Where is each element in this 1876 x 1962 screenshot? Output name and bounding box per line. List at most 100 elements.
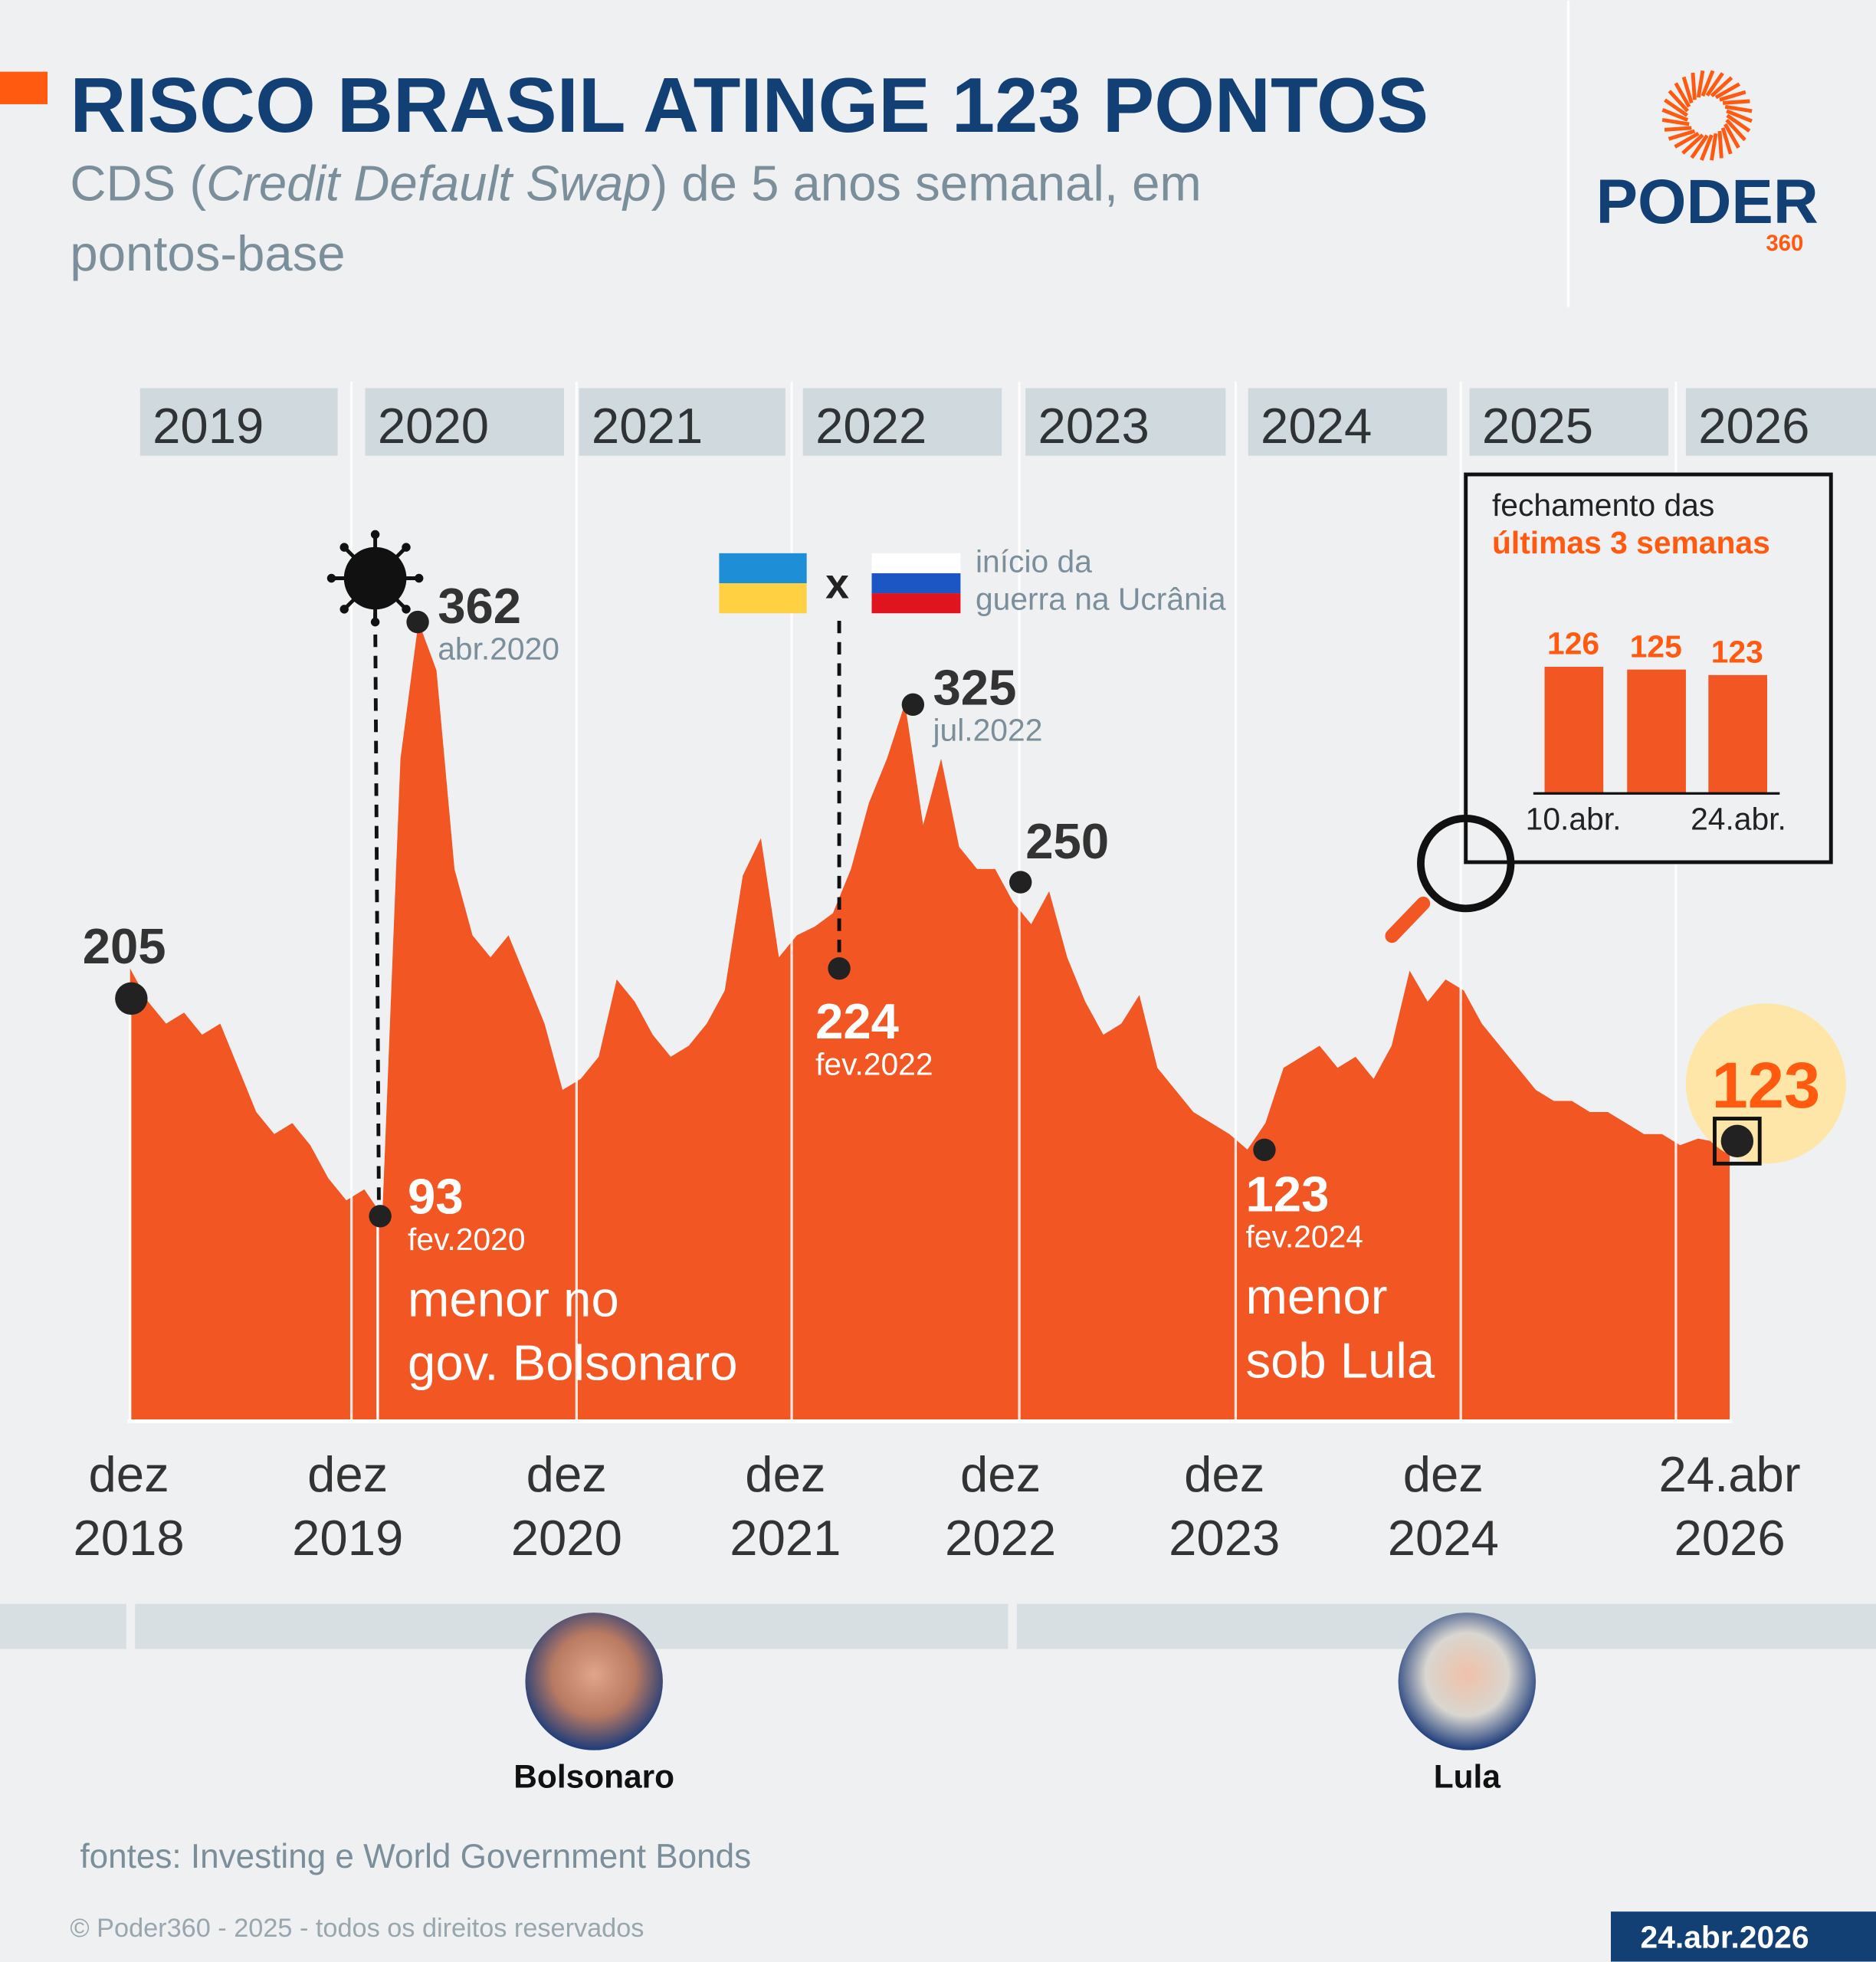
annotation-note: menor [1245,1268,1387,1324]
year-band-label: 2019 [153,398,264,454]
year-band-label: 2020 [378,398,489,454]
president-name: Bolsonaro [513,1759,674,1795]
annotation-value: 205 [83,918,166,974]
subtitle-line2: pontos-base [70,225,345,281]
cds-area-series [130,622,1730,1422]
annotation-value: 93 [408,1169,464,1225]
point-marker [1253,1138,1276,1162]
covid-dashed-line [373,613,381,1214]
war-note: início da [976,543,1092,579]
point-marker [369,1205,392,1228]
area-fill [130,622,1730,1422]
poder360-logo: PODER 360 [1596,70,1819,256]
annotation-value: 123 [1712,1048,1821,1121]
x-tick-label: dez [526,1446,607,1502]
annotation-value: 224 [815,993,899,1049]
x-tick-label: 2022 [945,1510,1056,1566]
inset-bar [1544,667,1604,794]
annotation-date: fev.2024 [1245,1219,1363,1255]
inset-last-3-weeks: fechamento das últimas 3 semanas 126 125 1… [1464,472,1833,865]
annotation-covid: 362 abr.2020 [326,530,559,1214]
annotation-low-lula: 123 fev.2024 menor sob Lula [1245,1138,1435,1388]
pre-term-band [0,1603,126,1649]
inset-bar [1708,674,1768,794]
lula-portrait: Lula [1398,1613,1537,1795]
annotation-date: abr.2020 [438,632,559,667]
annotation-note: menor no [408,1271,619,1327]
title-marker [0,71,48,104]
year-band [1025,388,1226,456]
x-tick-label: 2026 [1674,1510,1785,1566]
virus-icon [326,530,424,627]
x-tick-label: 2020 [511,1510,622,1566]
x-tick-label: dez [1184,1446,1264,1502]
annotation-low-bolsonaro: 93 fev.2020 menor no gov. Bolsonaro [369,1169,738,1391]
bolsonaro-portrait: Bolsonaro [513,1613,674,1795]
versus-label: x [825,560,849,608]
inset-bar [1627,669,1686,794]
year-band-label: 2025 [1482,398,1593,454]
sun-icon [1661,70,1753,161]
x-tick-label: dez [1403,1446,1484,1502]
annotation-date: fev.2022 [815,1046,933,1081]
year-band-label: 2022 [815,398,927,454]
annotation-peak-2022: 325 jul.2022 [901,659,1042,748]
highlight-circle [1685,1003,1846,1164]
x-tick-label: 2021 [730,1510,841,1566]
annotation-value: 325 [933,659,1016,715]
annotation-war: x início da guerra na Ucrânia 224 fev.20… [719,543,1226,1081]
x-tick-label: dez [88,1446,169,1502]
annotation-start: 205 [83,918,166,1015]
year-bands: 2019 2020 2021 2022 2023 2024 2025 2026 [139,388,1876,456]
avatar [525,1613,663,1750]
subtitle: CDS (Credit Default Swap) de 5 anos sema… [70,156,1201,212]
annotation-date: jul.2022 [932,713,1042,748]
sources-note: fontes: Investing e World Government Bon… [80,1838,751,1875]
year-band [1685,388,1876,456]
point-marker [115,982,148,1015]
inset-bar-label: 126 [1547,626,1599,661]
point-marker [828,956,851,980]
x-axis-ticks: dez 2018 dez 2019 dez 2020 dez 2021 dez 2022 dez 20… [73,1446,1800,1566]
inset-tick: 24.abr. [1691,802,1786,837]
inset-bar-label: 125 [1630,628,1682,664]
avatar [1398,1613,1537,1750]
war-note: guerra na Ucrânia [976,581,1226,616]
point-marker [1720,1124,1754,1158]
year-band-label: 2023 [1038,398,1150,454]
russia-flag-icon [871,553,961,614]
point-marker [1009,871,1032,894]
page-title: RISCO BRASIL ATINGE 123 PONTOS [70,62,1428,149]
annotation-value: 362 [438,578,521,634]
annotation-value: 123 [1245,1166,1329,1222]
president-name: Lula [1434,1759,1501,1795]
point-marker [406,610,429,634]
year-band [139,388,338,456]
x-tick-label: dez [745,1446,825,1502]
year-band-label: 2026 [1698,398,1809,454]
inset-tick: 10.abr. [1526,802,1622,837]
annotation-250: 250 [1009,813,1109,894]
date-badge-text: 24.abr.2026 [1641,1920,1809,1955]
ukraine-flag-icon [719,553,807,614]
annotation-latest: 123 [1685,1003,1846,1166]
x-tick-label: dez [307,1446,388,1502]
annotation-note: sob Lula [1245,1332,1435,1388]
x-tick-label: 24.abr [1659,1446,1801,1502]
year-band [1469,388,1669,456]
year-band-label: 2021 [592,398,703,454]
annotation-date: fev.2020 [408,1222,526,1257]
x-tick-label: dez [960,1446,1041,1502]
magnifier-icon [1385,814,1515,943]
focus-box [1713,1117,1762,1166]
x-tick-label: 2018 [73,1510,184,1566]
logo-suffix: 360 [1766,231,1803,256]
year-band [579,388,785,456]
year-band [365,388,565,456]
copyright: © Poder360 - 2025 - todos os direitos re… [70,1914,644,1943]
inset-bar-label: 123 [1711,634,1763,669]
date-badge [1611,1911,1876,1962]
year-band [802,388,1002,456]
annotation-value: 250 [1025,813,1109,869]
